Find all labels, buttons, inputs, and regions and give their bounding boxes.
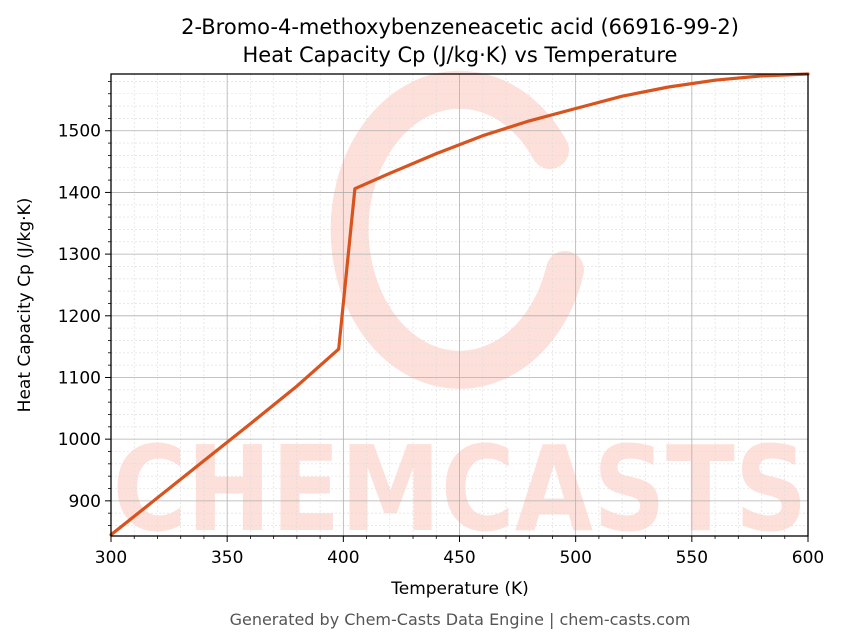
footer-credit: Generated by Chem-Casts Data Engine | ch… (230, 610, 691, 629)
y-tick-label: 1300 (58, 245, 101, 265)
series-line (109, 72, 810, 537)
y-tick-label: 1000 (58, 430, 101, 450)
x-tick-label: 450 (443, 548, 475, 568)
x-tick-label: 300 (95, 548, 127, 568)
x-tick-label: 350 (211, 548, 243, 568)
x-tick-label: 400 (327, 548, 359, 568)
chart-subtitle: Heat Capacity Cp (J/kg·K) vs Temperature (243, 43, 678, 67)
y-tick-labels: 900 1000 1100 1200 1300 1400 1500 (58, 122, 101, 512)
x-tick-labels: 300 350 400 450 500 550 600 (95, 548, 824, 568)
x-tick-label: 500 (559, 548, 591, 568)
y-tick-label: 1500 (58, 122, 101, 142)
ticks (105, 81, 809, 542)
y-tick-label: 1200 (58, 307, 101, 327)
y-tick-label: 1100 (58, 368, 101, 388)
chart-title: 2-Bromo-4-methoxybenzeneacetic acid (669… (181, 15, 739, 39)
x-tick-label: 550 (676, 548, 708, 568)
watermark: CHEMCASTS (113, 70, 808, 558)
watermark-swirl-icon (330, 70, 584, 389)
series-layer (109, 72, 810, 537)
x-tick-label: 600 (792, 548, 824, 568)
x-axis-label: Temperature (K) (390, 579, 529, 599)
y-tick-label: 1400 (58, 183, 101, 203)
y-tick-label: 900 (69, 492, 101, 512)
y-axis-label: Heat Capacity Cp (J/kg·K) (15, 198, 35, 413)
